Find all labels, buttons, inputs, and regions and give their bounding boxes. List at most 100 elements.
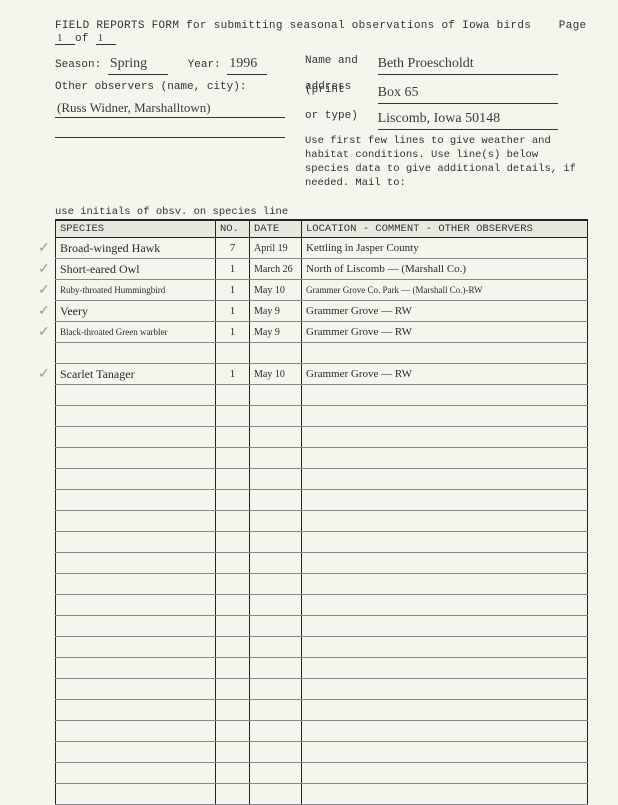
cell-species: Scarlet Tanager [56,364,216,385]
table-row: Ruby-throated Hummingbird1May 10Grammer … [56,280,588,301]
name-value: Beth Proescholdt [378,53,558,75]
table-row-empty [56,385,588,406]
observations-table: SPECIES NO. DATE LOCATION - COMMENT - OT… [55,220,588,805]
cell-empty [302,532,588,553]
cell-empty [250,595,302,616]
cell-empty [302,469,588,490]
cell-empty [302,406,588,427]
cell-no: 1 [216,259,250,280]
cell-location: Grammer Grove — RW [302,301,588,322]
cell-no: 1 [216,364,250,385]
cell-empty [216,679,250,700]
cell-empty [56,700,216,721]
cell-date: May 10 [250,364,302,385]
cell-empty [250,448,302,469]
cell-species [56,343,216,364]
col-species: SPECIES [56,221,216,238]
cell-empty [216,490,250,511]
cell-date: March 26 [250,259,302,280]
cell-empty [216,448,250,469]
col-no: NO. [216,221,250,238]
cell-empty [302,742,588,763]
table-row-empty [56,721,588,742]
cell-species: Black-throated Green warbler [56,322,216,343]
cell-location: Grammer Grove — RW [302,364,588,385]
cell-empty [216,511,250,532]
cell-species: Broad-winged Hawk [56,238,216,259]
cell-species: Veery [56,301,216,322]
cell-location [302,343,588,364]
cell-empty [56,784,216,805]
year-label: Year: [188,59,221,71]
cell-empty [250,763,302,784]
cell-empty [250,679,302,700]
table-note: use initials of obsv. on species line [55,206,588,220]
cell-empty [216,532,250,553]
instructions: Use first few lines to give weather and … [305,134,588,191]
cell-empty [216,385,250,406]
cell-empty [216,574,250,595]
cell-empty [56,385,216,406]
cell-empty [250,469,302,490]
cell-empty [56,595,216,616]
cell-empty [250,553,302,574]
cell-empty [216,637,250,658]
other-obs-blank [55,120,285,138]
cell-empty [216,406,250,427]
cell-date: April 19 [250,238,302,259]
cell-empty [302,595,588,616]
cell-species: Short-eared Owl [56,259,216,280]
cell-empty [250,385,302,406]
cell-empty [216,721,250,742]
cell-date: May 9 [250,322,302,343]
checkmark-icon: ✓ [38,324,50,341]
checkmark-icon: ✓ [38,240,50,257]
cell-empty [216,784,250,805]
cell-no [216,343,250,364]
cell-no: 7 [216,238,250,259]
table-row: Broad-winged Hawk7April 19Kettling in Ja… [56,238,588,259]
cell-empty [56,658,216,679]
table-row-empty [56,406,588,427]
table-row-empty [56,637,588,658]
header-left: Season: Spring Year: 1996 Other observer… [55,53,285,190]
season-label: Season: [55,59,101,71]
cell-empty [250,427,302,448]
cell-empty [250,616,302,637]
name-label-1: Name and [305,53,371,70]
table-row-empty [56,763,588,784]
cell-empty [216,595,250,616]
checkmark-icon: ✓ [38,282,50,299]
cell-no: 1 [216,301,250,322]
cell-empty [56,574,216,595]
cell-date [250,343,302,364]
addr2-value: Liscomb, Iowa 50148 [378,108,558,130]
table-row-empty [56,658,588,679]
cell-empty [216,427,250,448]
page-label: Page [559,20,587,32]
cell-empty [302,679,588,700]
page-total: 1 [96,32,116,45]
header-right: Name and Beth Proescholdt address (print… [305,53,588,190]
cell-empty [216,469,250,490]
table-row-empty [56,574,588,595]
cell-empty [250,574,302,595]
other-obs-label: Other observers (name, city): [55,79,285,96]
cell-location: Kettling in Jasper County [302,238,588,259]
cell-empty [56,469,216,490]
cell-location: Grammer Grove Co. Park — (Marshall Co.)-… [302,280,588,301]
cell-empty [302,511,588,532]
cell-empty [302,574,588,595]
cell-empty [302,553,588,574]
cell-empty [216,658,250,679]
cell-empty [250,490,302,511]
cell-empty [302,784,588,805]
cell-empty [250,406,302,427]
cell-empty [56,616,216,637]
table-row [56,343,588,364]
cell-empty [56,511,216,532]
cell-date: May 10 [250,280,302,301]
cell-empty [56,742,216,763]
cell-empty [56,763,216,784]
cell-empty [250,637,302,658]
